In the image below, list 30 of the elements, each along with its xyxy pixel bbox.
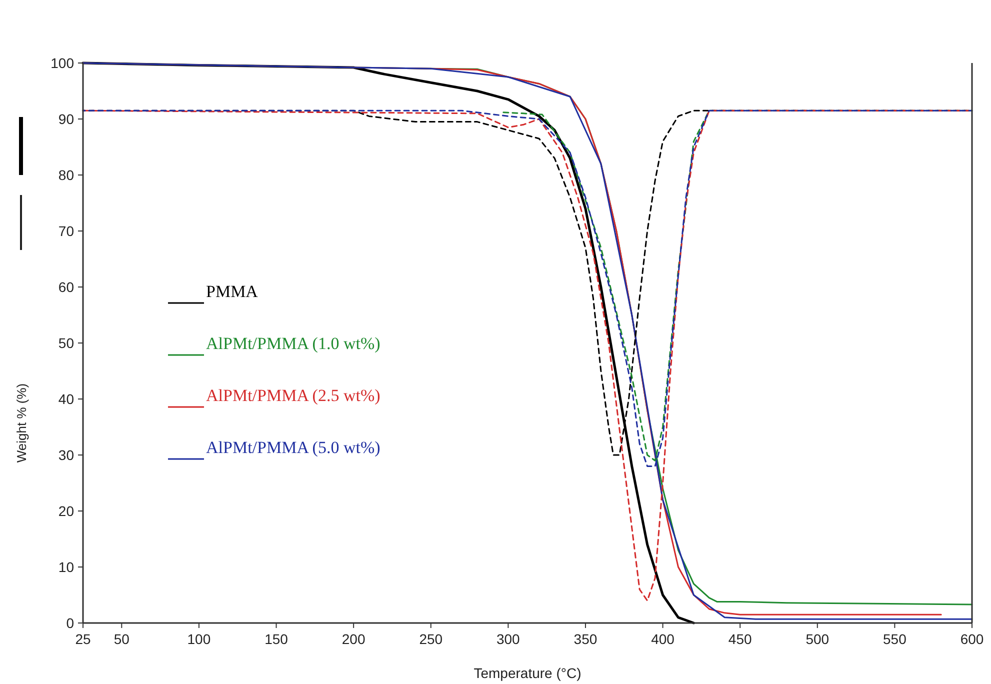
y-tick-label: 90 [58,111,74,127]
x-tick-label: 150 [264,631,288,647]
x-tick-label: 300 [496,631,520,647]
legend-label: AlPMt/PMMA (1.0 wt%) [206,334,380,353]
x-tick-label: 250 [419,631,443,647]
x-tick-label: 600 [960,631,984,647]
legend-label: AlPMt/PMMA (5.0 wt%) [206,438,380,457]
y-tick-label: 80 [58,167,74,183]
y-tick-label: 70 [58,223,74,239]
y-tick-label: 60 [58,279,74,295]
x-tick-label: 100 [187,631,211,647]
y-tick-label: 20 [58,503,74,519]
x-tick-label: 200 [342,631,366,647]
y-tick-label: 0 [66,615,74,631]
y-tick-label: 40 [58,391,74,407]
x-tick-label: 400 [651,631,675,647]
y-tick-label: 10 [58,559,74,575]
x-tick-label: 500 [806,631,830,647]
legend-label: PMMA [206,282,259,301]
x-tick-label: 25 [75,631,91,647]
x-tick-label: 350 [574,631,598,647]
y-tick-label: 30 [58,447,74,463]
y-tick-label: 100 [50,55,74,71]
x-tick-label: 550 [883,631,907,647]
x-tick-label: 450 [728,631,752,647]
y-axis-title: Weight % (%) [14,383,29,463]
legend-label: AlPMt/PMMA (2.5 wt%) [206,386,380,405]
x-tick-label: 50 [114,631,130,647]
y-tick-label: 50 [58,335,74,351]
x-axis-title: Temperature (°C) [474,665,582,681]
